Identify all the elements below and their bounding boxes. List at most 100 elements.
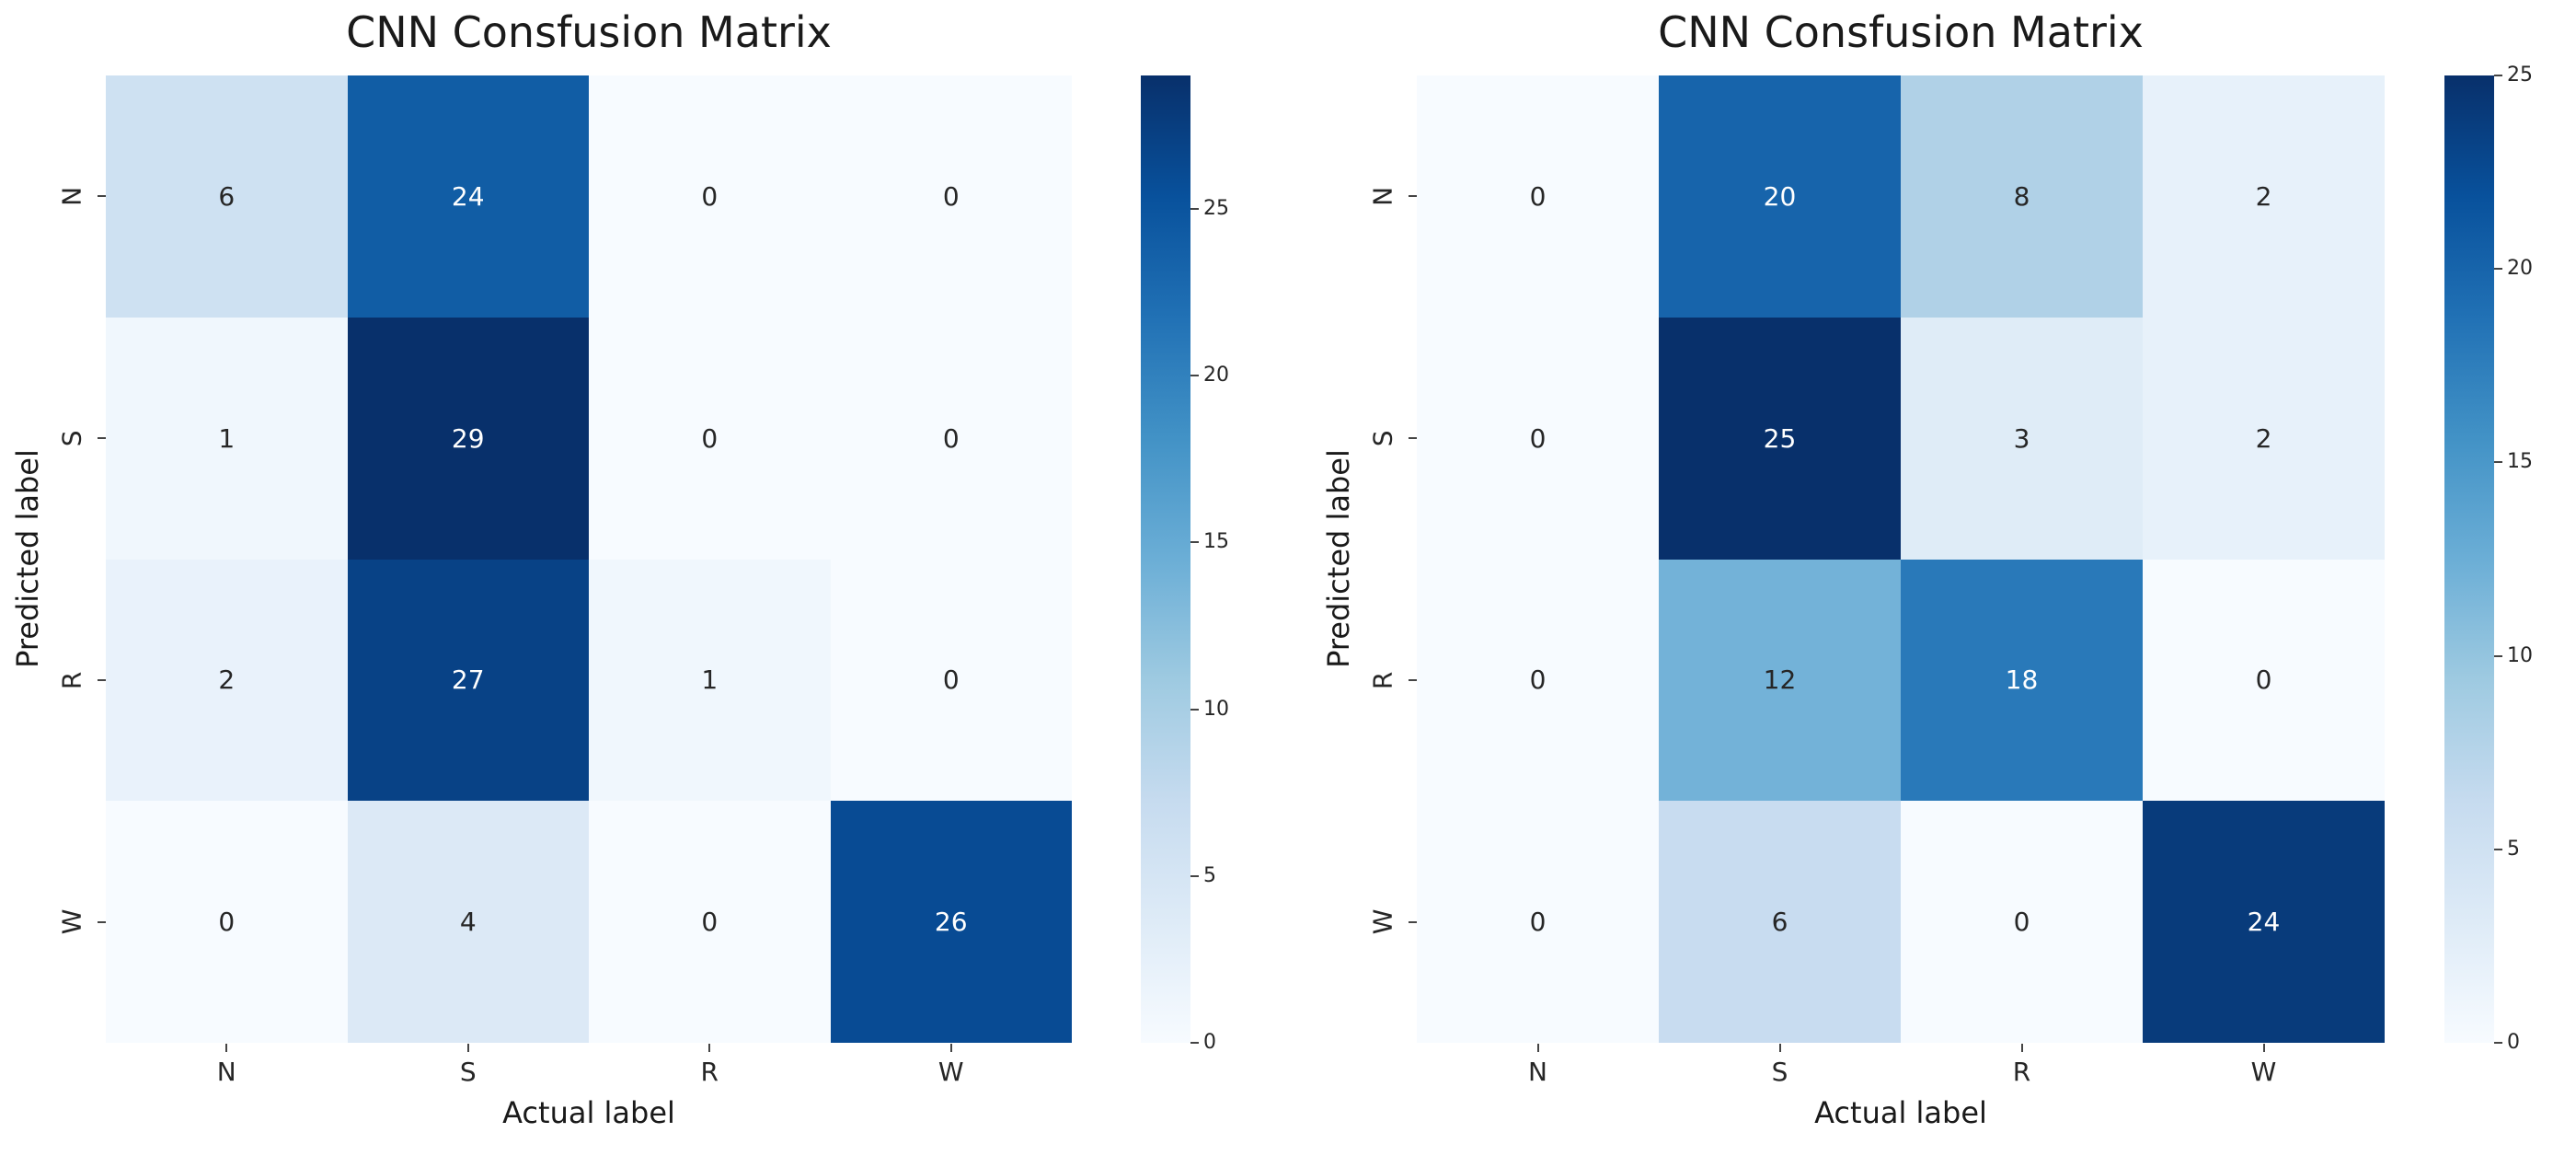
y-tick-mark [1409, 678, 1417, 681]
x-tick-marks [1417, 1043, 2385, 1052]
heatmap-cell: 18 [1901, 559, 2143, 802]
colorbar-gradient [2444, 75, 2494, 1043]
x-tick-mark [225, 1044, 228, 1052]
y-tick-mark [98, 195, 106, 198]
heatmap-cell: 0 [1417, 801, 1659, 1043]
colorbar-tick-label: 20 [1203, 364, 1229, 387]
heatmap-cell: 2 [2143, 75, 2385, 318]
colorbar-tick-mark [2494, 654, 2502, 657]
x-tick-label: S [1771, 1057, 1788, 1087]
heatmap-cell: 6 [1659, 801, 1901, 1043]
heatmap-cell: 20 [1659, 75, 1901, 318]
colorbar-tick-label: 20 [2507, 257, 2533, 281]
x-tick-label: R [700, 1057, 719, 1087]
x-tick-label: N [1528, 1057, 1547, 1087]
colorbar-gradient [1141, 75, 1190, 1043]
heatmap-cell: 29 [347, 317, 589, 560]
colorbar-tick-mark [1190, 207, 1199, 210]
y-tick-mark [98, 437, 106, 440]
x-tick-mark [708, 1044, 711, 1052]
colorbar-tick-mark [1190, 375, 1199, 377]
heatmap-cell: 0 [1417, 75, 1659, 318]
chart-title: CNN Consfusion Matrix [1658, 7, 2144, 57]
colorbar-tick-label: 15 [1203, 530, 1229, 554]
y-tick-mark [1409, 920, 1417, 923]
heatmap-cell: 1 [589, 559, 831, 802]
x-tick-label: S [459, 1057, 477, 1087]
colorbar-tick-label: 10 [2507, 643, 2533, 667]
x-tick-mark [2020, 1044, 2023, 1052]
heatmap-cell: 0 [1417, 559, 1659, 802]
heatmap-cell: 0 [830, 317, 1072, 560]
colorbar: 0 5 10 15 20 25 [1141, 75, 1229, 1054]
colorbar-tick-mark [2494, 268, 2502, 271]
heatmap-cell: 0 [589, 801, 831, 1043]
y-tick-mark [98, 678, 106, 681]
heatmap-cell: 6 [106, 75, 348, 318]
heatmap-cell: 2 [2143, 317, 2385, 560]
heatmap-cell: 0 [106, 801, 348, 1043]
heatmap-cell: 27 [347, 559, 589, 802]
x-tick-mark [2262, 1044, 2265, 1052]
heatmap-cell: 24 [347, 75, 589, 318]
colorbar: 0 5 10 15 20 25 [2444, 64, 2533, 1054]
x-tick-label: R [2012, 1057, 2031, 1087]
colorbar-tick-mark [1190, 874, 1199, 877]
heatmap-cell: 0 [2143, 559, 2385, 802]
chart-title: CNN Consfusion Matrix [346, 7, 832, 57]
x-tick-label: W [2250, 1057, 2277, 1087]
heatmap-cell: 8 [1901, 75, 2143, 318]
colorbar-tick-mark [2494, 461, 2502, 464]
heatmap-cell: 1 [106, 317, 348, 560]
heatmap-grid: 6 24 0 0 1 29 0 0 2 27 1 0 0 4 0 26 [106, 75, 1072, 1043]
colorbar-tick-mark [2494, 848, 2502, 850]
x-tick-label: N [216, 1057, 236, 1087]
colorbar-tick-mark [1190, 1042, 1199, 1044]
heatmap-grid: 0 20 8 2 0 25 3 2 0 12 18 0 0 6 0 24 [1417, 75, 2385, 1043]
colorbar-tick-label: 5 [2507, 837, 2520, 861]
heatmap-cell: 0 [1417, 317, 1659, 560]
x-tick-mark [466, 1044, 469, 1052]
x-tick-mark [949, 1044, 952, 1052]
colorbar-tick-label: 25 [1203, 196, 1229, 220]
colorbar-tick-mark [1190, 708, 1199, 711]
heatmap-cell: 12 [1659, 559, 1901, 802]
colorbar-tick-label: 0 [2507, 1031, 2520, 1054]
colorbar-tick-label: 15 [2507, 450, 2533, 474]
heatmap-cell: 0 [830, 559, 1072, 802]
x-tick-label: W [937, 1057, 964, 1087]
colorbar-tick-mark [2494, 75, 2502, 76]
colorbar-tick-mark [2494, 1042, 2502, 1044]
y-tick-mark [1409, 195, 1417, 198]
colorbar-tick-label: 25 [2507, 64, 2533, 87]
heatmap-cell: 26 [830, 801, 1072, 1043]
heatmap-cell: 4 [347, 801, 589, 1043]
y-tick-marks [97, 75, 106, 1043]
x-axis-label: Actual label [502, 1095, 675, 1130]
x-tick-mark [1778, 1044, 1781, 1052]
heatmap-cell: 3 [1901, 317, 2143, 560]
heatmap-cell: 0 [1901, 801, 2143, 1043]
heatmap-cell: 0 [589, 317, 831, 560]
y-tick-mark [1409, 437, 1417, 440]
heatmap-cell: 2 [106, 559, 348, 802]
heatmap-cell: 0 [830, 75, 1072, 318]
x-axis-label: Actual label [1814, 1095, 1987, 1130]
x-tick-mark [1536, 1044, 1539, 1052]
heatmap-cell: 25 [1659, 317, 1901, 560]
colorbar-tick-label: 5 [1203, 863, 1216, 887]
colorbar-tick-label: 0 [1203, 1031, 1216, 1054]
x-tick-marks [106, 1043, 1072, 1052]
y-axis-label: Predicted label [1321, 449, 1356, 668]
heatmap-cell: 0 [589, 75, 831, 318]
y-tick-mark [98, 920, 106, 923]
colorbar-tick-mark [1190, 541, 1199, 544]
heatmap-cell: 24 [2143, 801, 2385, 1043]
y-tick-marks [1408, 75, 1417, 1043]
